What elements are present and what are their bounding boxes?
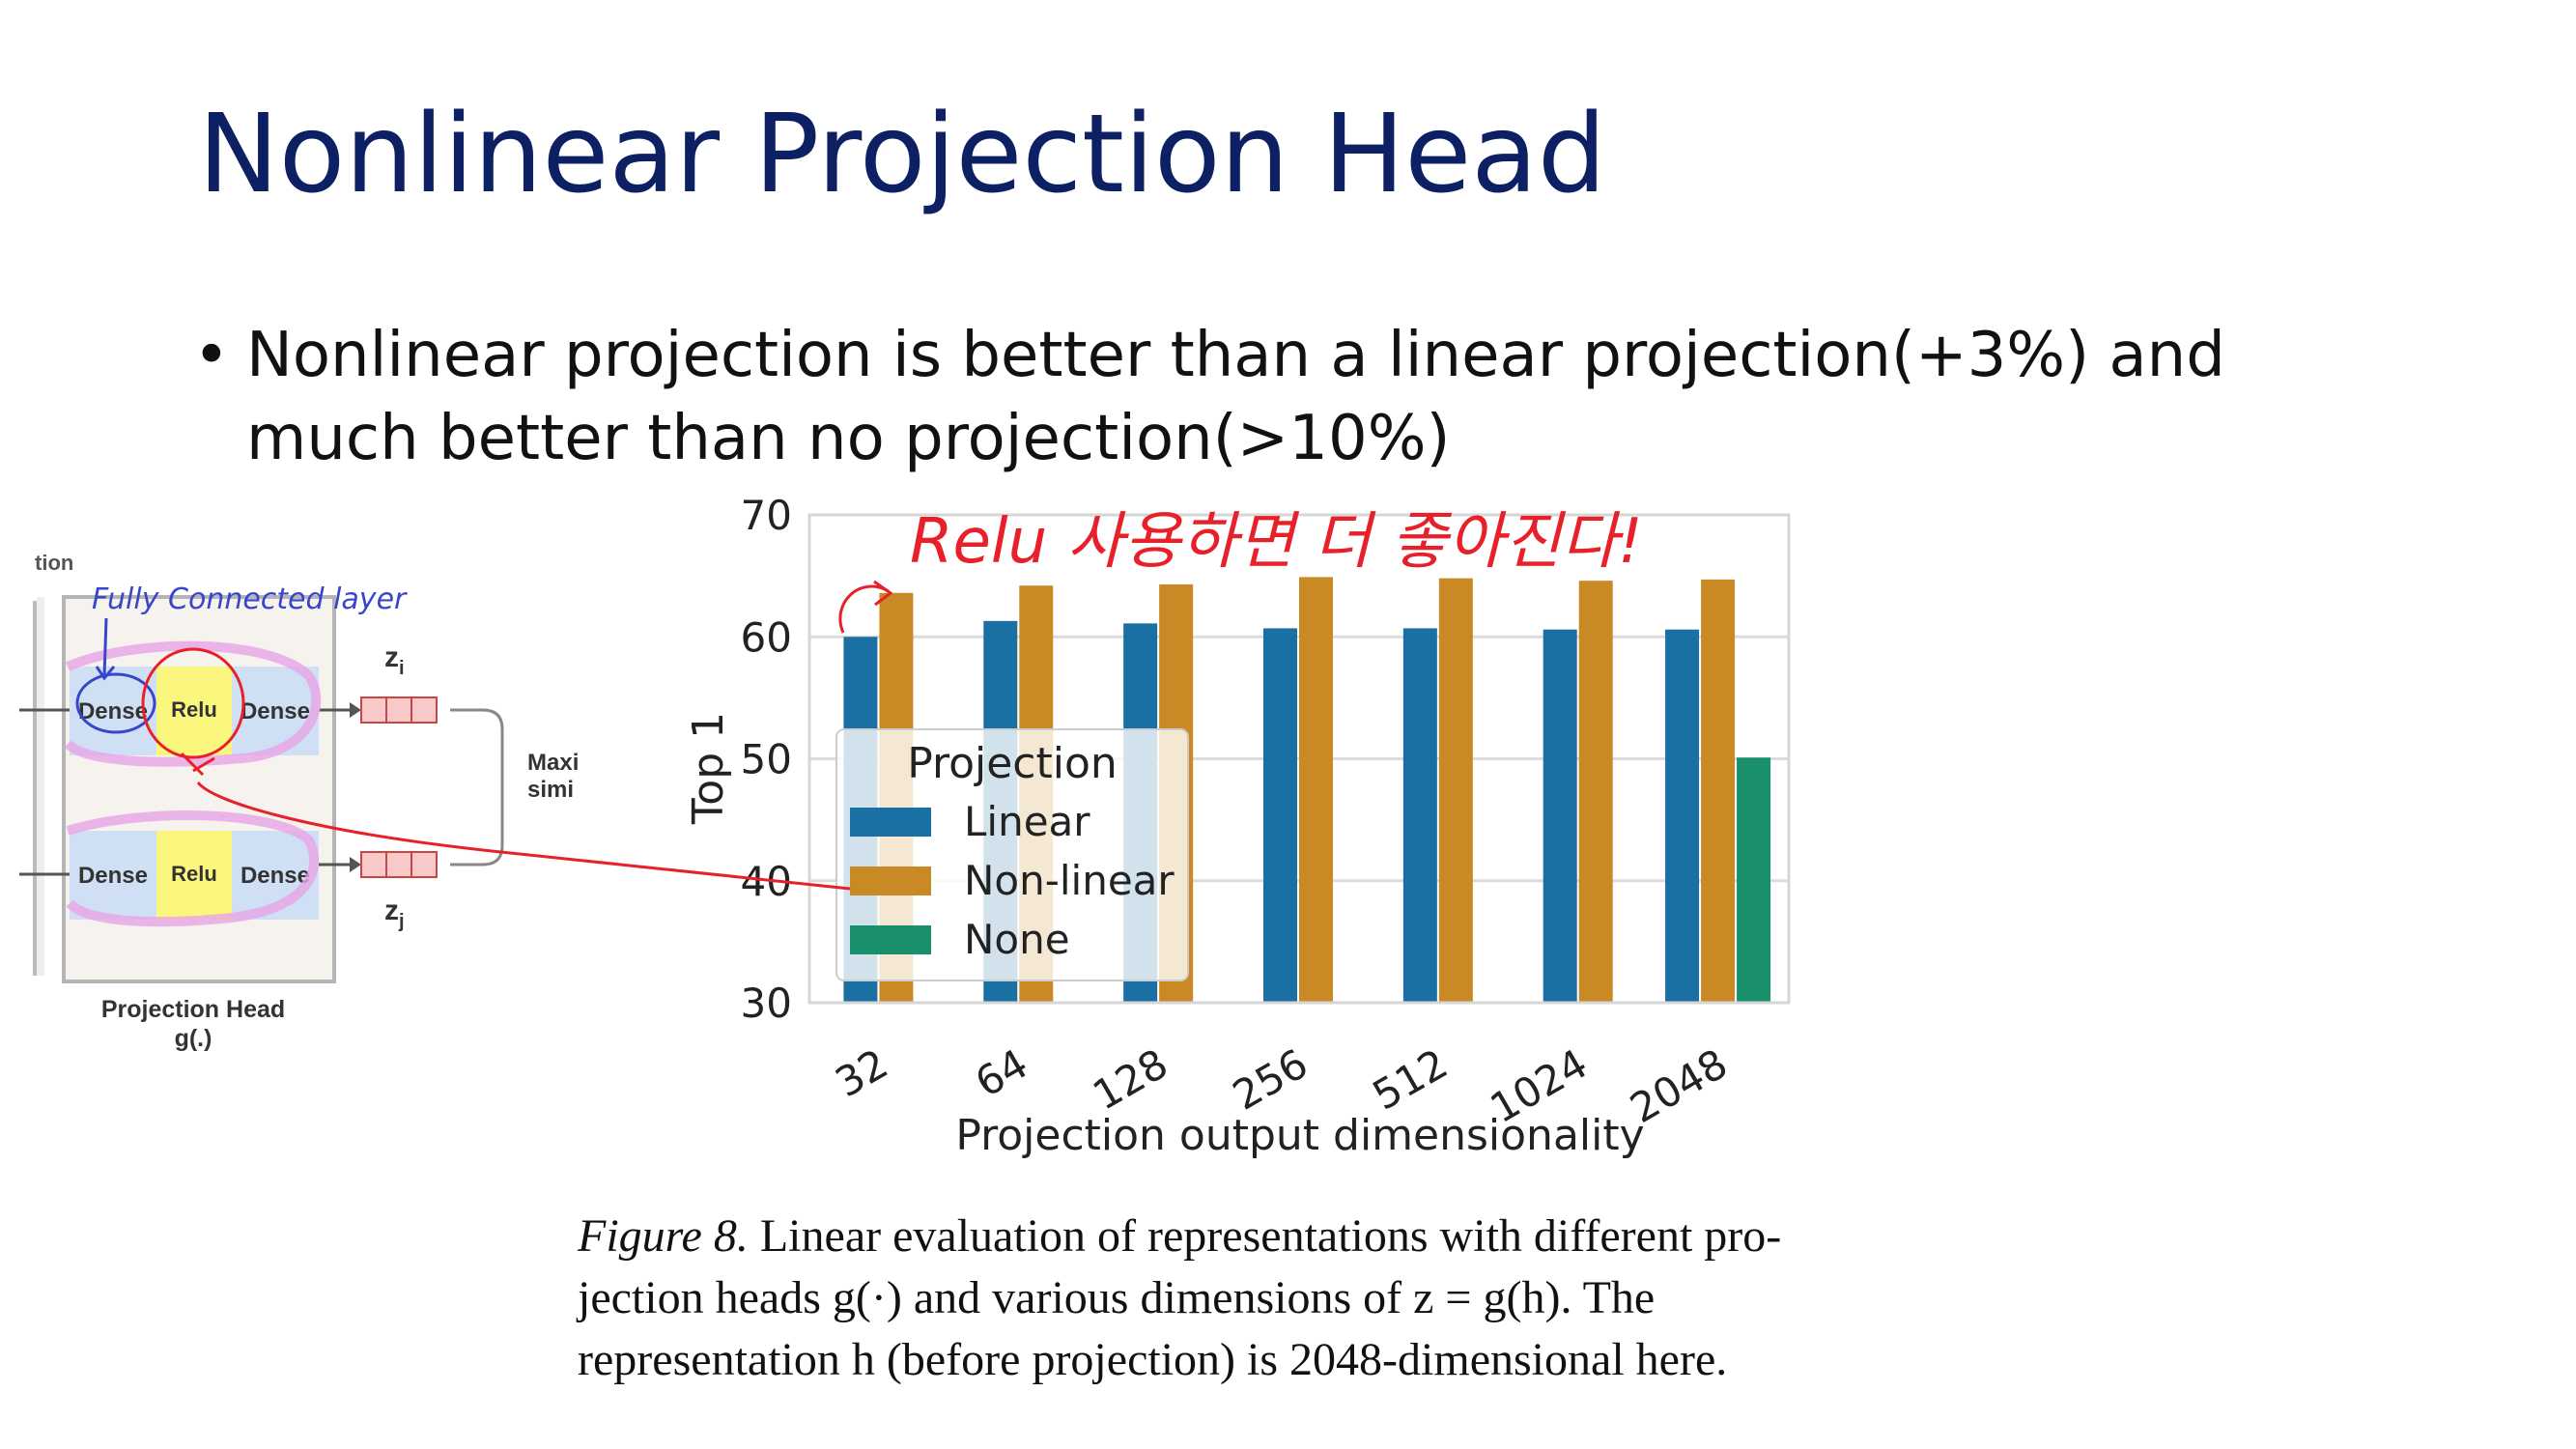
- bullet-line-2: much better than no projection(>10%): [246, 403, 1451, 474]
- projection-head-caption: Projection Head: [101, 996, 285, 1023]
- legend-box: [835, 728, 1189, 981]
- bar-non-linear-1024: [1578, 581, 1613, 1003]
- diagram-left-frame-fill: [37, 597, 44, 976]
- projection-head-diagram: tion Dense Relu Dense Dense Relu Dense z…: [19, 551, 579, 1052]
- chart-x-label: Projection output dimensionality: [955, 1111, 1644, 1160]
- chart-legend: Projection Linear Non-linear None: [835, 728, 1189, 981]
- bar-linear-1024: [1543, 629, 1577, 1003]
- bullet-line-1: Nonlinear projection is better than a li…: [246, 320, 2225, 391]
- red-mark: [180, 752, 215, 777]
- blue-arrow-head: [95, 666, 116, 681]
- bar-linear-512: [1402, 628, 1437, 1003]
- relu-label-bottom: Relu: [171, 862, 217, 886]
- legend-label-linear: Linear: [964, 798, 1090, 845]
- highlighter-stroke-bottom: [66, 810, 320, 927]
- relu-label-top: Relu: [171, 697, 217, 722]
- dense-label-bottom-1: Dense: [78, 863, 148, 889]
- x-tick-label: 512: [1365, 1039, 1456, 1120]
- caption-line-1: Figure 8. Linear evaluation of represent…: [578, 1206, 1930, 1267]
- zj-vector: [360, 851, 438, 878]
- x-tick-label: 32: [828, 1039, 896, 1106]
- zi-vector: [360, 696, 438, 724]
- zi-label: zi: [384, 641, 405, 679]
- red-arrow-curve: [838, 584, 890, 634]
- y-tick-label: 60: [741, 613, 792, 661]
- arrow-head-bottom: [350, 857, 361, 872]
- bar-linear-256: [1263, 628, 1297, 1003]
- projection-head-function: g(.): [175, 1025, 212, 1052]
- x-tick-label: 128: [1085, 1039, 1175, 1120]
- bar-non-linear-512: [1438, 578, 1473, 1003]
- y-tick-label: 70: [741, 492, 792, 539]
- dense-label-top-1: Dense: [78, 698, 148, 724]
- maximize-label-1: Maxi: [527, 750, 579, 776]
- legend-title: Projection: [907, 739, 1118, 788]
- legend-swatch-linear: [850, 808, 931, 837]
- blue-arrow-down: [102, 617, 108, 677]
- bar-non-linear-2048: [1701, 579, 1736, 1003]
- blue-circle-dense: [75, 672, 156, 734]
- bullet-dot: •: [193, 320, 230, 391]
- diagram-top-cut-text: tion: [35, 551, 73, 575]
- dense-label-bottom-2: Dense: [241, 863, 310, 889]
- caption-line-1-text: Linear evaluation of representations wit…: [748, 1210, 1782, 1262]
- legend-swatch-none: [850, 925, 931, 954]
- red-connector-line: [196, 781, 851, 891]
- legend-label-none: None: [964, 916, 1070, 963]
- caption-figure-label: Figure 8.: [578, 1210, 749, 1262]
- relu-chart-annotation: Relu 사용하면 더 좋아진다!: [910, 506, 1643, 578]
- legend-swatch-non-linear: [850, 867, 931, 895]
- relu-block-top: [156, 667, 232, 755]
- arrow-head-top: [350, 702, 361, 718]
- bar-linear-2048: [1665, 629, 1700, 1003]
- maximize-label-2: simi: [527, 777, 574, 803]
- relu-block-bottom: [156, 831, 232, 920]
- zj-label: zj: [384, 895, 405, 932]
- red-arrow-head: [873, 580, 893, 607]
- y-tick-label: 30: [741, 980, 792, 1027]
- bar-none-2048: [1737, 757, 1771, 1003]
- similarity-bracket: [450, 708, 504, 867]
- red-circle-relu: [141, 647, 245, 759]
- caption-line-3: representation h (before projection) is …: [578, 1334, 1728, 1385]
- chart-y-label: Top 1: [684, 712, 733, 825]
- slide-title: Nonlinear Projection Head: [198, 92, 1606, 217]
- dense-label-top-2: Dense: [241, 698, 310, 724]
- bullet-point: • Nonlinear projection is better than a …: [193, 314, 2415, 480]
- bar-non-linear-256: [1299, 577, 1333, 1003]
- x-tick-label: 64: [967, 1039, 1035, 1106]
- dense-block-top-2: [232, 667, 319, 755]
- y-tick-label: 50: [741, 736, 792, 783]
- plot-frame: [807, 513, 1791, 1005]
- legend-label-non-linear: Non-linear: [964, 857, 1175, 904]
- x-tick-label: 256: [1225, 1039, 1316, 1120]
- dense-block-bottom-1: [70, 831, 156, 920]
- figure-caption: Figure 8. Linear evaluation of represent…: [578, 1206, 1930, 1391]
- highlighter-stroke-top: [64, 640, 322, 767]
- caption-line-2: jection heads g(·) and various dimension…: [578, 1272, 1656, 1323]
- fully-connected-annotation: Fully Connected layer: [92, 582, 408, 616]
